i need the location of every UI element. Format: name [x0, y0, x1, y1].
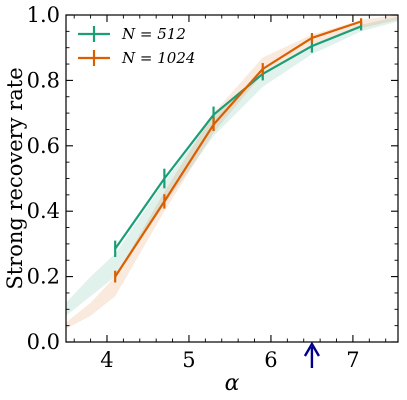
- x-tick-label: 7: [346, 348, 359, 372]
- legend: N = 512 N = 1024: [78, 25, 195, 67]
- x-tick-label: 6: [264, 348, 277, 372]
- band-series-1: [66, 16, 398, 316]
- legend-label-2: N = 1024: [121, 49, 195, 67]
- series-line-1: [114, 25, 362, 250]
- y-tick-label: 0.4: [27, 199, 60, 223]
- y-tick-label: 0.2: [27, 265, 60, 289]
- alpha-arrow-annotation: [303, 341, 320, 368]
- y-tick-label: 0.8: [27, 68, 60, 92]
- y-tick-label: 1.0: [27, 3, 60, 27]
- tick-labels: 4 5 6 7 0.0 0.2 0.4 0.6 0.8 1.0: [27, 3, 360, 372]
- series-lines: [114, 20, 362, 278]
- series-line-2: [114, 20, 362, 278]
- arrow-head: [303, 341, 320, 357]
- x-tick-label: 4: [100, 348, 113, 372]
- band-series-2: [66, 15, 398, 329]
- legend-label-1: N = 512: [121, 25, 186, 43]
- y-tick-label: 0.0: [27, 330, 60, 354]
- y-tick-label: 0.6: [27, 134, 60, 158]
- plot-frame: [65, 14, 399, 343]
- confidence-bands: [66, 15, 398, 329]
- y-axis-label: Strong recovery rate: [3, 67, 27, 289]
- error-bars: [114, 18, 363, 283]
- x-axis-label: α: [225, 371, 240, 396]
- x-tick-label: 5: [182, 348, 195, 372]
